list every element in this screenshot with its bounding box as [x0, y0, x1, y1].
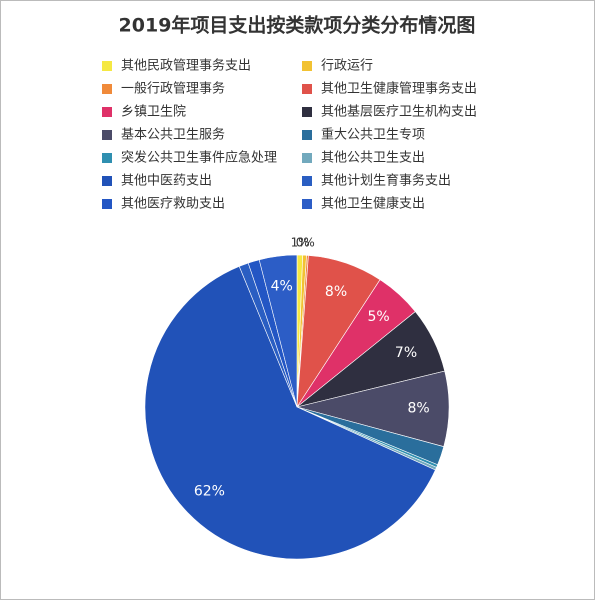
legend-swatch: [102, 84, 112, 94]
legend-label: 突发公共卫生事件应急处理: [121, 150, 277, 166]
legend-label: 其他医疗救助支出: [121, 196, 225, 212]
data-label: 4%: [271, 278, 293, 294]
legend-swatch: [302, 199, 312, 209]
legend-swatch: [102, 176, 112, 186]
legend-swatch: [302, 130, 312, 140]
pie-slice: [144, 265, 436, 560]
legend-swatch: [102, 199, 112, 209]
legend-label: 一般行政管理事务: [121, 81, 225, 97]
legend-label: 其他民政管理事务支出: [121, 58, 251, 74]
legend-swatch: [302, 61, 312, 71]
data-label: 8%: [407, 401, 429, 417]
data-label: 7%: [395, 345, 417, 361]
data-label: 5%: [367, 309, 389, 325]
legend-label: 重大公共卫生专项: [321, 127, 425, 143]
legend-swatch: [302, 84, 312, 94]
data-label: 1%: [291, 236, 310, 250]
chart-title: 2019年项目支出按类款项分类分布情况图: [119, 14, 476, 37]
legend-label: 其他公共卫生支出: [321, 151, 425, 166]
legend-label: 其他基层医疗卫生机构支出: [321, 105, 477, 120]
legend-label: 其他卫生健康支出: [321, 196, 425, 212]
legend-label: 其他中医药支出: [121, 174, 212, 189]
legend-swatch: [102, 107, 112, 117]
pie-slice: [258, 254, 298, 408]
legend-label: 其他计划生育事务支出: [321, 173, 451, 189]
legend-swatch: [102, 61, 112, 71]
data-label: 0%: [296, 236, 315, 250]
legend-label: 基本公共卫生服务: [121, 127, 225, 143]
legend-swatch: [302, 107, 312, 117]
legend-swatch: [102, 130, 112, 140]
legend-label: 乡镇卫生院: [121, 105, 186, 120]
legend-label: 其他卫生健康管理事务支出: [321, 81, 477, 97]
data-label: 8%: [325, 284, 347, 300]
legend-swatch: [302, 176, 312, 186]
legend-label: 行政运行: [321, 59, 373, 74]
legend-swatch: [102, 153, 112, 163]
legend-swatch: [302, 153, 312, 163]
data-label: 62%: [194, 483, 225, 499]
